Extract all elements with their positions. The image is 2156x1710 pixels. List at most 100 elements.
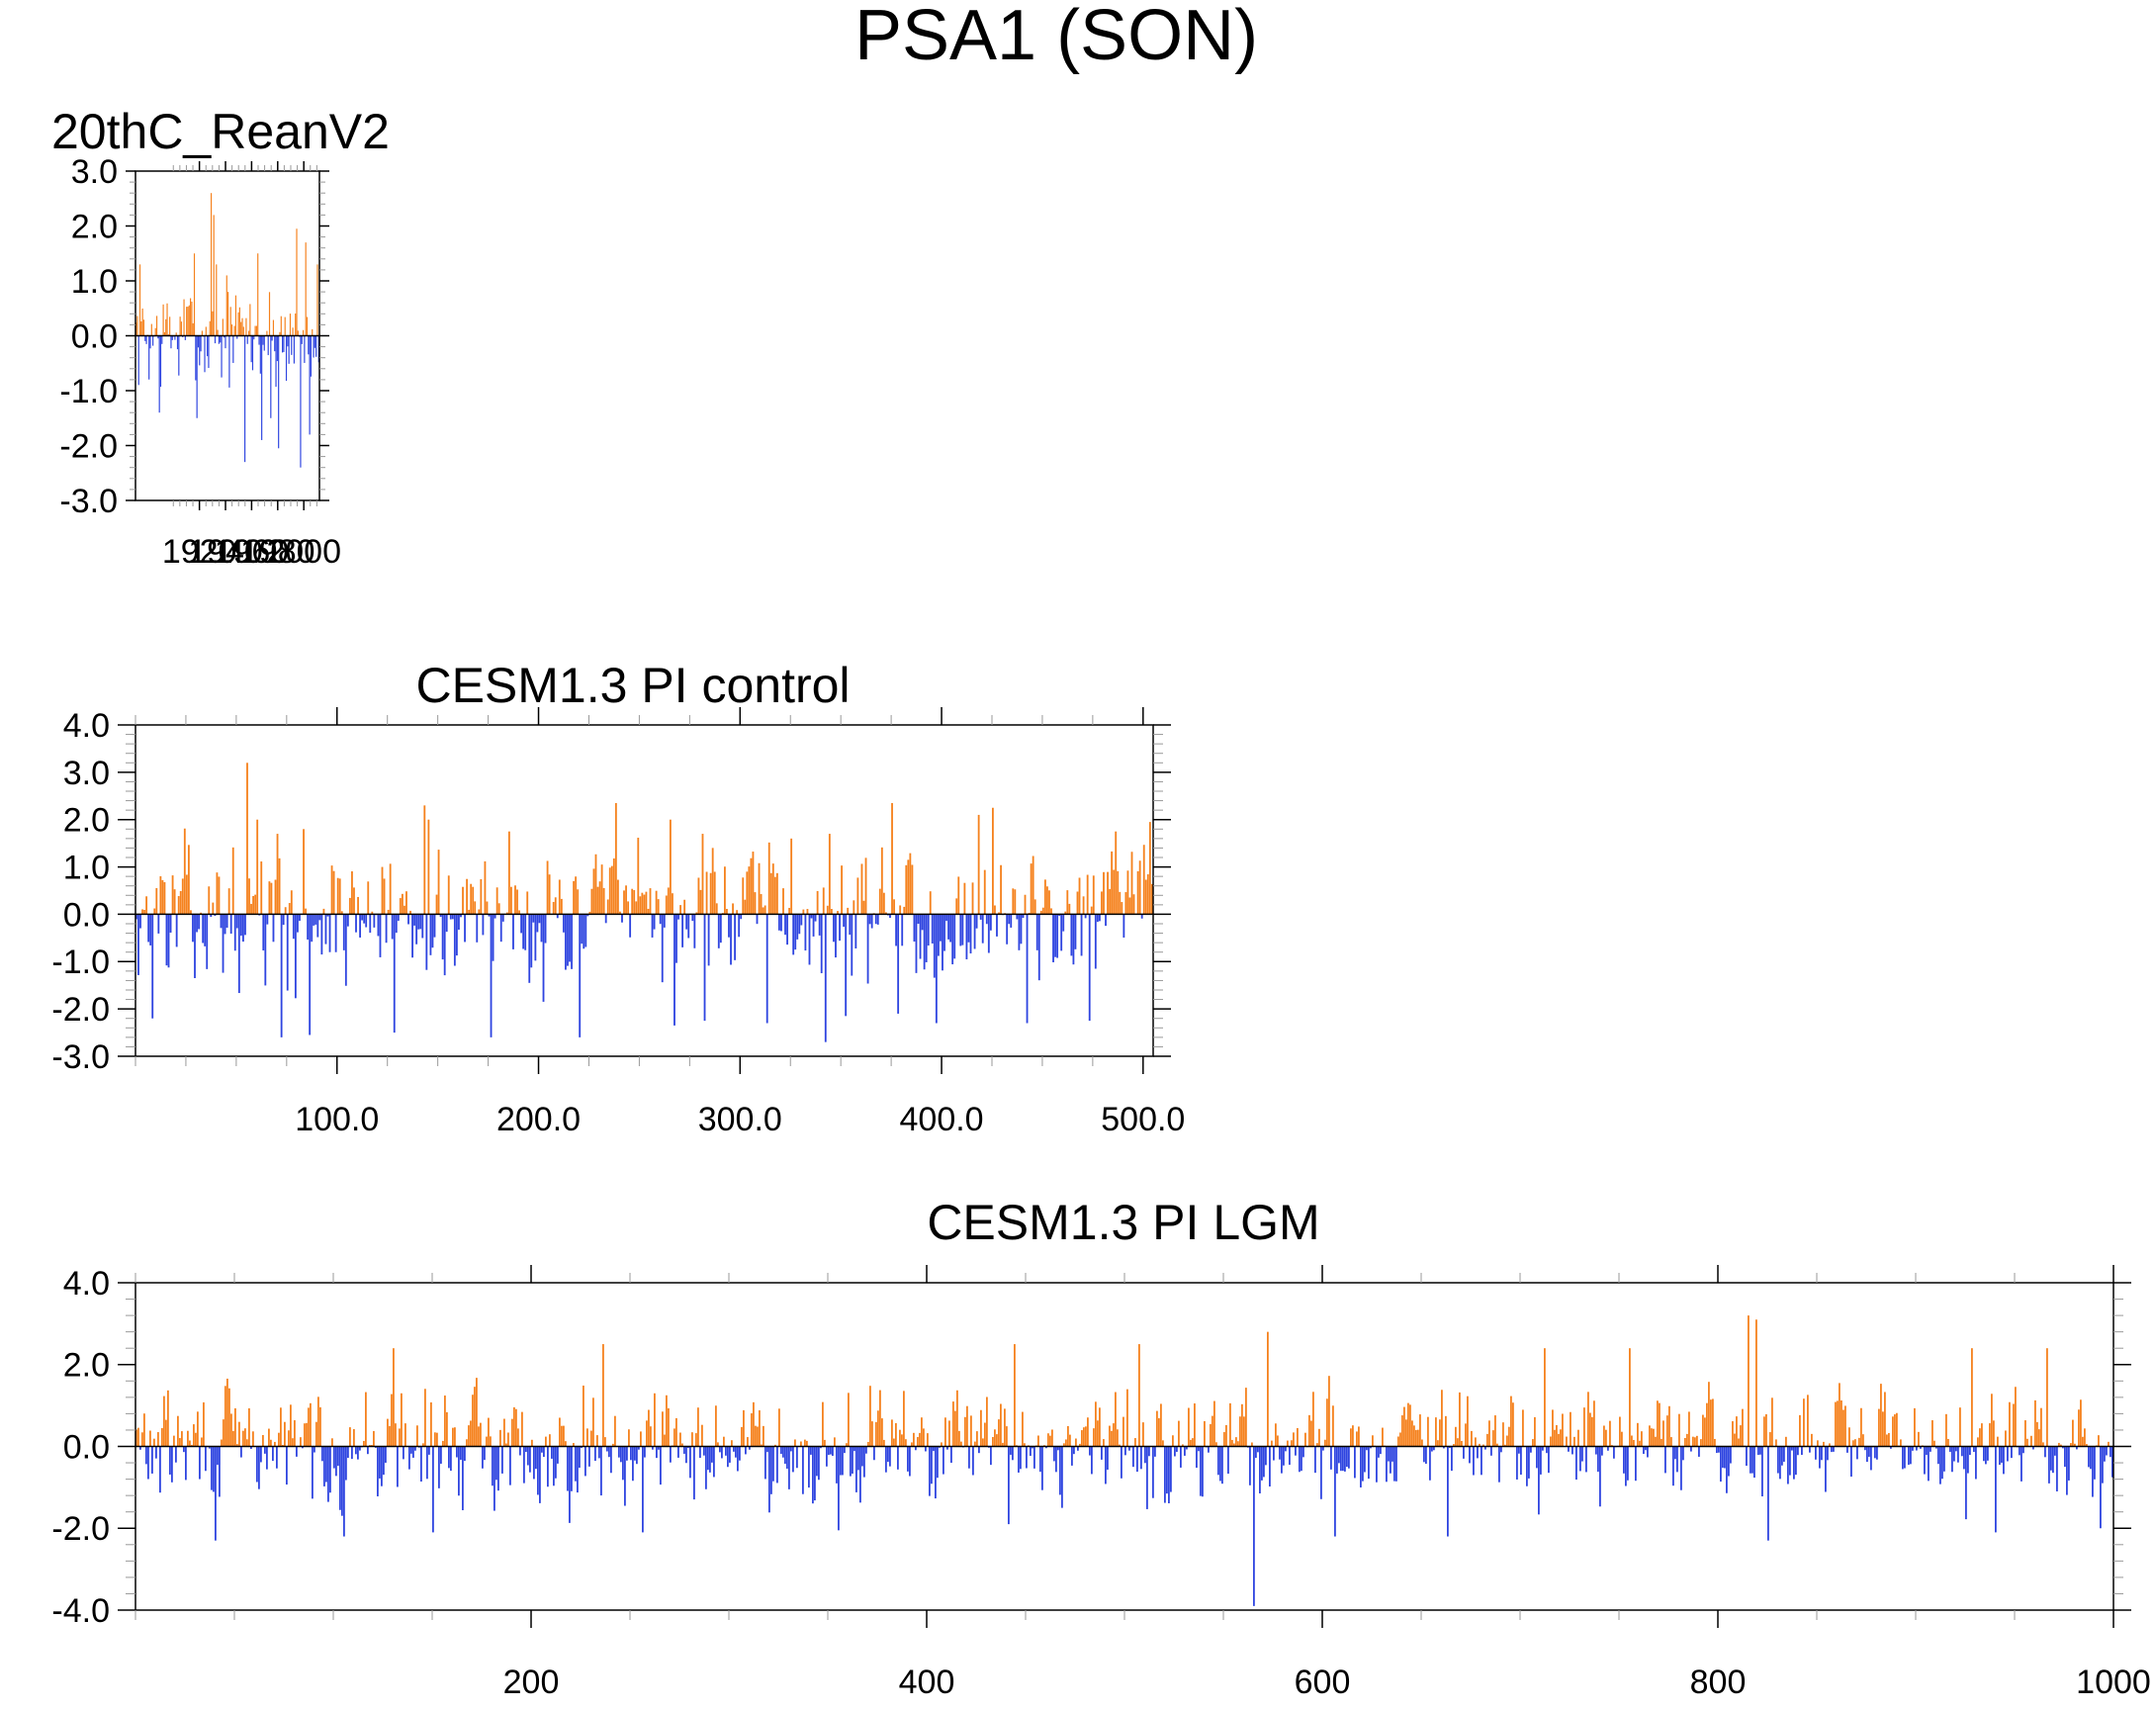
bar: [588, 911, 591, 915]
bar: [538, 914, 541, 924]
bar: [316, 264, 318, 336]
bar: [165, 914, 168, 966]
x-tick-label: 200: [503, 1664, 560, 1701]
bar: [1516, 1446, 1518, 1480]
bar: [1132, 1446, 1134, 1468]
bar: [179, 1438, 181, 1447]
bar: [1427, 1416, 1429, 1447]
bar: [826, 1446, 828, 1467]
bar: [2044, 1446, 2046, 1458]
bar: [472, 1395, 474, 1447]
bar: [2080, 1399, 2082, 1447]
bar: [689, 1446, 691, 1479]
bar: [551, 1446, 553, 1459]
bar: [881, 1418, 883, 1447]
bar: [1993, 1420, 1995, 1447]
bar: [1546, 1446, 1548, 1454]
bar: [296, 1446, 298, 1457]
bar: [990, 1446, 992, 1466]
bar: [728, 914, 730, 938]
bar: [1352, 1425, 1354, 1447]
bar: [627, 901, 630, 915]
bar: [1860, 1407, 1862, 1447]
bar: [649, 888, 652, 915]
bar: [806, 909, 809, 915]
bar: [437, 850, 440, 915]
bar: [1285, 1446, 1287, 1452]
bar: [2070, 1443, 2072, 1447]
bar: [555, 1446, 557, 1479]
bar: [1061, 1446, 1063, 1508]
bar: [691, 1432, 693, 1447]
bar: [1196, 1446, 1198, 1469]
bar: [208, 335, 210, 369]
bar: [911, 864, 914, 915]
bar: [494, 1446, 495, 1511]
bar: [1522, 1409, 1524, 1447]
bar: [1518, 1446, 1520, 1454]
bar: [1668, 1405, 1670, 1447]
bar: [524, 914, 527, 950]
bar: [1666, 1415, 1668, 1447]
bar: [198, 914, 200, 930]
bar: [873, 1446, 875, 1461]
bar: [1488, 1420, 1490, 1447]
bar: [1072, 914, 1075, 965]
bar: [287, 335, 289, 347]
bar: [427, 819, 430, 915]
bar: [2005, 1430, 2007, 1447]
bar: [754, 892, 757, 915]
bar: [1219, 1446, 1221, 1482]
bar: [1837, 1400, 1839, 1447]
bar: [159, 876, 162, 915]
y-tick-label: 3.0: [63, 755, 110, 792]
bar: [397, 914, 400, 921]
bar: [422, 1443, 424, 1447]
bar: [907, 859, 910, 915]
bar: [1876, 1446, 1878, 1460]
bar: [340, 911, 343, 915]
bar: [1791, 1446, 1793, 1451]
bar: [1484, 1446, 1486, 1450]
bar: [713, 1446, 715, 1478]
bar: [1152, 1446, 1154, 1498]
bar: [1423, 1446, 1425, 1463]
bar: [1411, 1420, 1413, 1447]
bar: [577, 889, 580, 915]
bar: [979, 914, 982, 920]
bar: [383, 1446, 385, 1476]
bar: [750, 857, 753, 915]
bar: [876, 914, 879, 925]
bar: [139, 1446, 141, 1450]
bar: [909, 853, 912, 915]
bar: [244, 1428, 246, 1447]
bar: [222, 318, 224, 336]
bar: [970, 1415, 972, 1447]
bar: [667, 887, 670, 915]
bar: [641, 892, 644, 915]
bar: [535, 1446, 537, 1470]
bar: [244, 914, 246, 936]
bar: [242, 1430, 244, 1447]
bar: [379, 914, 382, 957]
bar: [1124, 892, 1127, 915]
bar: [175, 914, 178, 947]
bar: [1981, 1423, 1983, 1447]
bar: [899, 1429, 901, 1447]
bar: [325, 1446, 327, 1483]
bar: [179, 316, 181, 336]
bar: [1378, 1446, 1380, 1458]
y-tick-label: -2.0: [59, 427, 118, 465]
bar: [1651, 1428, 1653, 1447]
bar: [769, 872, 772, 915]
bar: [433, 914, 436, 938]
bar: [200, 335, 202, 352]
bar: [946, 1446, 948, 1450]
bar: [251, 335, 254, 371]
bar: [1882, 1411, 1884, 1447]
bar: [328, 914, 331, 952]
bar: [1182, 1444, 1184, 1447]
bar: [276, 335, 278, 362]
bar: [853, 1446, 855, 1452]
bar: [1556, 1424, 1558, 1447]
